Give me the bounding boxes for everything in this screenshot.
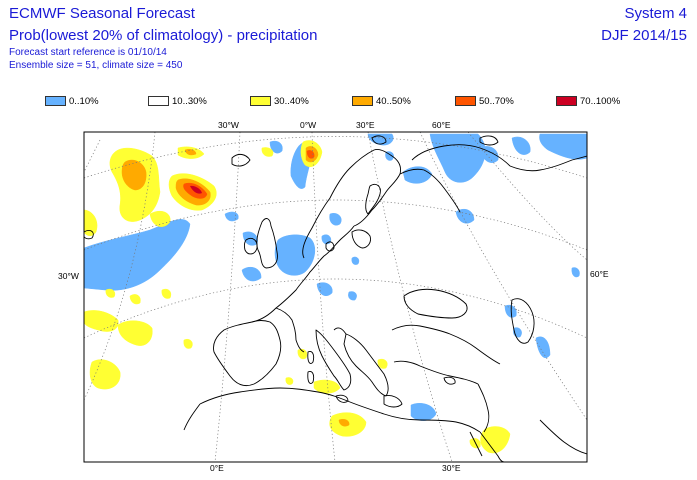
lon-label-top-30w: 30°W (218, 120, 239, 130)
legend-item-30-40: 30..40% (250, 95, 309, 107)
legend-item-10-30: 10..30% (148, 95, 207, 107)
legend-label-30-40: 30..40% (274, 95, 309, 107)
coastlines (84, 135, 587, 462)
legend-swatch-30-40 (250, 96, 271, 106)
legend-swatch-70-100 (556, 96, 577, 106)
season-label: DJF 2014/15 (601, 27, 687, 44)
map-frame (83, 131, 588, 463)
legend-label-0-10: 0..10% (69, 95, 99, 107)
lon-label-top-0w: 0°W (300, 120, 316, 130)
graticule (84, 132, 587, 462)
legend-item-50-70: 50..70% (455, 95, 514, 107)
system-label: System 4 (624, 5, 687, 22)
legend-item-70-100: 70..100% (556, 95, 620, 107)
legend-swatch-10-30 (148, 96, 169, 106)
legend: 0..10% 10..30% 30..40% 40..50% 50..70% 7… (0, 95, 697, 109)
legend-item-0-10: 0..10% (45, 95, 99, 107)
lon-label-top-60e: 60°E (432, 120, 451, 130)
legend-swatch-0-10 (45, 96, 66, 106)
lon-label-left-30w: 30°W (58, 271, 79, 281)
legend-swatch-50-70 (455, 96, 476, 106)
map-subtitle: Prob(lowest 20% of climatology) - precip… (9, 27, 318, 44)
legend-item-40-50: 40..50% (352, 95, 411, 107)
lon-label-top-30e: 30°E (356, 120, 375, 130)
lon-label-bottom-0e: 0°E (210, 463, 224, 473)
legend-label-70-100: 70..100% (580, 95, 621, 107)
lon-label-right-60e: 60°E (590, 269, 609, 279)
low-probability-regions (84, 133, 587, 421)
extreme-probability-regions (190, 185, 202, 194)
legend-label-40-50: 40..50% (376, 95, 411, 107)
legend-swatch-40-50 (352, 96, 373, 106)
forecast-start-text: Forecast start reference is 01/10/14 (9, 47, 167, 58)
legend-label-50-70: 50..70% (479, 95, 514, 107)
mid-probability-regions (84, 140, 511, 454)
legend-label-10-30: 10..30% (172, 95, 207, 107)
map-title: ECMWF Seasonal Forecast (9, 5, 195, 22)
map-area (84, 132, 587, 462)
ensemble-size-text: Ensemble size = 51, climate size = 450 (9, 60, 183, 71)
lon-label-bottom-30e: 30°E (442, 463, 461, 473)
